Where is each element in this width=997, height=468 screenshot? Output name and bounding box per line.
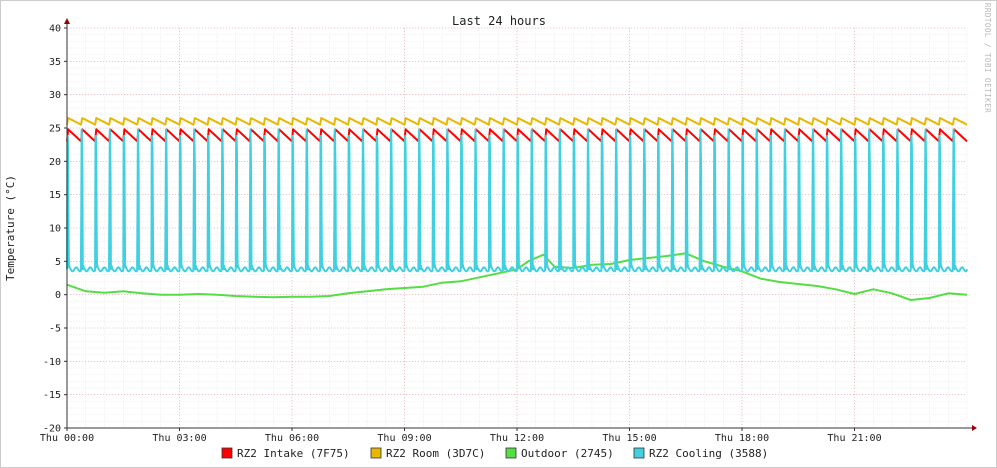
legend-item: RZ2 Intake (7F75)	[221, 447, 350, 460]
x-tick-label: Thu 03:00	[152, 433, 206, 444]
legend-item: RZ2 Room (3D7C)	[370, 447, 485, 460]
y-tick-label: 30	[49, 90, 61, 101]
x-axis-ticks: Thu 00:00 Thu 03:00 Thu 06:00 Thu 09:00 Thu …	[40, 428, 882, 444]
series-line-3	[66, 128, 968, 273]
x-tick-label: Thu 06:00	[265, 433, 319, 444]
series-line-1	[66, 117, 968, 126]
chart-title: Last 24 hours	[452, 14, 546, 28]
x-tick-label: Thu 15:00	[602, 433, 656, 444]
y-tick-label: -15	[43, 390, 61, 401]
x-tick-label: Thu 18:00	[715, 433, 769, 444]
legend-label: RZ2 Cooling (3588)	[649, 447, 768, 460]
y-tick-label: -10	[43, 357, 61, 368]
y-tick-label: 10	[49, 224, 61, 235]
y-tick-label: 15	[49, 190, 61, 201]
x-tick-label: Thu 00:00	[40, 433, 94, 444]
legend-swatch	[633, 447, 645, 459]
x-tick-label: Thu 21:00	[827, 433, 881, 444]
legend-swatch	[370, 447, 382, 459]
x-tick-label: Thu 12:00	[490, 433, 544, 444]
y-tick-label: -5	[49, 324, 61, 335]
y-axis-ticks: 40 35 30 25 20 15 10 5 0 -5 -10 -15 -20	[43, 24, 67, 435]
y-axis-arrow	[64, 18, 70, 24]
legend-label: RZ2 Room (3D7C)	[386, 447, 485, 460]
y-tick-label: 25	[49, 124, 61, 135]
x-axis-arrow	[972, 425, 977, 431]
legend-label: RZ2 Intake (7F75)	[237, 447, 350, 460]
y-tick-label: 5	[55, 257, 61, 268]
legend-item: Outdoor (2745)	[505, 447, 614, 460]
y-tick-label: 20	[49, 157, 61, 168]
y-tick-label: 35	[49, 57, 61, 68]
y-axis-label: Temperature (°C)	[4, 175, 17, 281]
y-tick-label: 0	[55, 290, 61, 301]
legend-swatch	[505, 447, 517, 459]
y-tick-label: 40	[49, 24, 61, 35]
chart-series	[66, 117, 968, 301]
chart-legend: RZ2 Intake (7F75) RZ2 Room (3D7C) Outdoor …	[221, 447, 768, 460]
legend-swatch	[221, 447, 233, 459]
legend-item: RZ2 Cooling (3588)	[633, 447, 768, 460]
y-tick-label: -20	[43, 424, 61, 435]
chart-axes	[64, 18, 977, 431]
x-tick-label: Thu 09:00	[377, 433, 431, 444]
legend-label: Outdoor (2745)	[521, 447, 614, 460]
series-line-2	[66, 252, 968, 301]
rrdtool-watermark: RRDTOOL / TOBI OETIKER	[983, 3, 992, 113]
